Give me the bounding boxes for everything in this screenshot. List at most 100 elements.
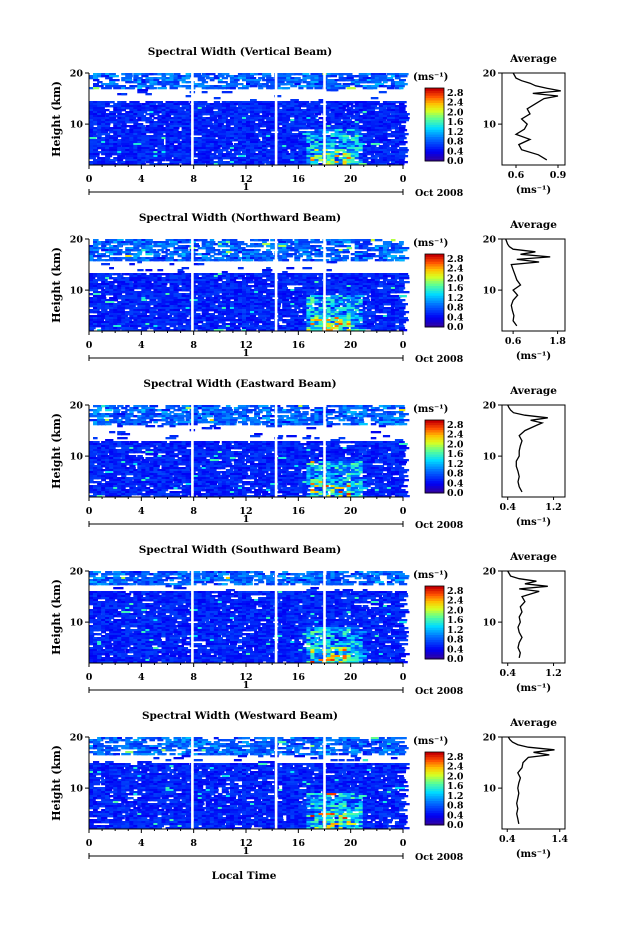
heatmap-cell xyxy=(225,129,234,132)
heatmap-cell xyxy=(129,103,136,106)
heatmap-cell xyxy=(270,289,276,292)
heatmap-cell xyxy=(149,309,157,312)
heatmap-cell xyxy=(294,249,302,252)
heatmap-cell xyxy=(326,249,337,252)
heatmap-cell xyxy=(294,143,301,146)
heatmap-cell xyxy=(113,145,122,148)
heatmap-cell xyxy=(117,241,123,244)
heatmap-cell xyxy=(362,313,368,316)
heatmap-cell xyxy=(173,75,179,78)
heatmap-cell xyxy=(193,245,200,248)
heatmap-cell xyxy=(89,255,95,258)
heatmap-cell xyxy=(382,283,389,286)
heatmap-cell xyxy=(93,305,103,308)
heatmap-cell xyxy=(237,161,245,164)
heatmap-cell xyxy=(101,305,109,308)
heatmap-cell xyxy=(354,161,360,164)
heatmap-cell xyxy=(394,85,405,88)
heatmap-cell xyxy=(358,111,364,114)
heatmap-cell xyxy=(197,147,207,150)
heatmap-cell xyxy=(338,79,346,82)
heatmap-cell xyxy=(262,239,269,242)
heatmap-cell xyxy=(209,117,218,120)
heatmap-cell xyxy=(266,297,273,300)
heatmap-cell xyxy=(201,277,210,280)
heatmap-cell xyxy=(213,141,219,144)
heatmap-cell xyxy=(350,129,357,132)
heatmap-cell xyxy=(286,139,292,142)
heatmap-cell xyxy=(117,101,122,104)
heatmap-cell xyxy=(157,149,166,152)
heatmap-cell xyxy=(169,297,174,300)
heatmap-cell xyxy=(310,123,317,126)
heatmap-cell xyxy=(205,109,214,112)
heatmap-cell xyxy=(262,79,270,82)
heatmap-cell xyxy=(278,313,284,316)
heatmap-cell xyxy=(378,305,384,308)
heatmap-cell xyxy=(350,311,357,314)
heatmap-cell xyxy=(306,273,313,276)
heatmap-cell xyxy=(141,275,148,278)
heatmap-cell xyxy=(181,143,189,146)
heatmap-cell xyxy=(282,277,290,280)
heatmap-cell xyxy=(298,243,306,246)
heatmap-cell xyxy=(314,241,326,244)
heatmap-cell xyxy=(209,279,217,282)
heatmap-cell xyxy=(173,115,180,118)
heatmap-cell xyxy=(121,305,128,308)
heatmap-cell xyxy=(145,109,154,112)
heatmap-cell xyxy=(89,87,95,90)
heatmap-cell xyxy=(374,255,383,258)
heatmap-cell xyxy=(145,127,151,130)
heatmap-cell xyxy=(298,299,305,302)
heatmap-cell xyxy=(181,317,187,320)
heatmap-cell xyxy=(370,123,376,126)
heatmap-cell xyxy=(246,149,253,152)
heatmap-cell xyxy=(322,111,330,114)
heatmap-cell xyxy=(165,137,172,140)
heatmap-cell xyxy=(246,155,253,158)
heatmap-cell xyxy=(334,127,341,130)
heatmap-cell xyxy=(217,305,226,308)
heatmap-cells xyxy=(89,239,410,332)
heatmap-cell xyxy=(93,149,99,152)
heatmap-cell xyxy=(89,141,96,144)
heatmap-cell xyxy=(181,287,188,290)
heatmap-cell xyxy=(121,125,126,128)
heatmap-cell xyxy=(262,107,268,110)
heatmap-cell xyxy=(246,317,251,320)
heatmap-cell xyxy=(101,83,109,86)
heatmap-cell xyxy=(302,103,309,106)
heatmap-cell xyxy=(89,103,94,106)
heatmap-cell xyxy=(302,295,310,298)
heatmap-cell xyxy=(254,127,261,130)
heatmap-cell xyxy=(326,269,332,272)
heatmap-cell xyxy=(330,111,336,114)
heatmap-cell xyxy=(209,249,215,252)
heatmap-cell xyxy=(149,121,157,124)
heatmap-cell xyxy=(217,157,226,160)
heatmap-cell xyxy=(266,107,271,110)
heatmap-cell xyxy=(221,129,228,132)
heatmap-cell xyxy=(89,157,96,160)
heatmap-cell xyxy=(101,317,109,320)
heatmap-cell xyxy=(209,255,215,258)
heatmap-cell xyxy=(350,285,357,288)
heatmap-cell xyxy=(149,301,159,304)
heatmap-cell xyxy=(302,131,310,134)
heatmap-cell xyxy=(294,151,299,154)
heatmap-cell xyxy=(358,289,366,292)
heatmap-cell xyxy=(298,289,305,292)
heatmap-cell xyxy=(193,323,199,326)
heatmap-cell xyxy=(394,257,403,260)
heatmap-cell xyxy=(390,133,401,136)
heatmap-cell xyxy=(378,73,387,76)
heatmap-cell xyxy=(113,253,123,256)
heatmap-cell xyxy=(342,101,348,104)
heatmap-cell xyxy=(193,279,200,282)
heatmap-cell xyxy=(382,301,392,304)
heatmap-cell xyxy=(225,107,234,110)
heatmap-cell xyxy=(217,107,223,110)
heatmap-cell xyxy=(378,301,387,304)
